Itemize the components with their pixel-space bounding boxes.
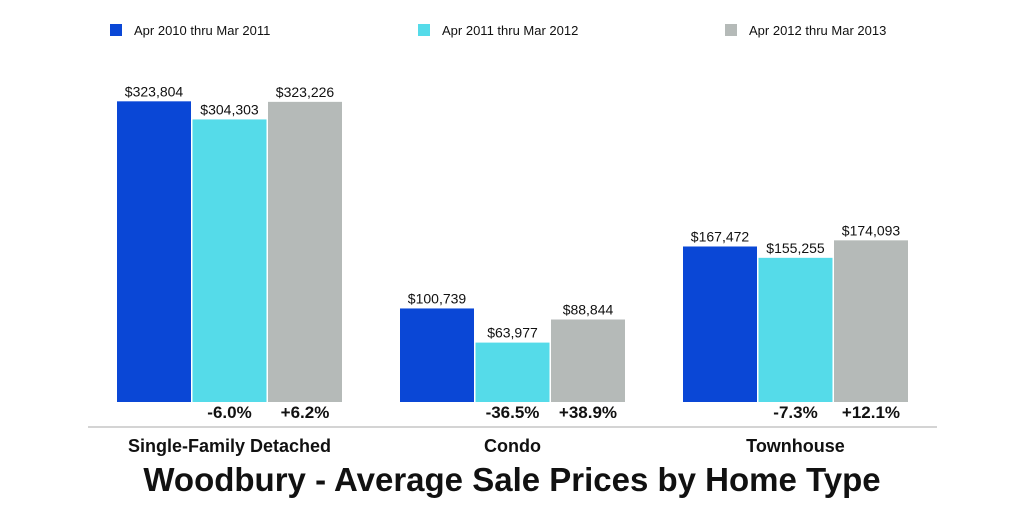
percent-change-label: +12.1% bbox=[842, 403, 900, 422]
data-label: $323,804 bbox=[125, 83, 184, 99]
category-label: Single-Family Detached bbox=[128, 436, 331, 456]
percent-change-label: -7.3% bbox=[773, 403, 817, 422]
legend-label: Apr 2012 thru Mar 2013 bbox=[749, 23, 886, 38]
data-label: $167,472 bbox=[691, 228, 750, 244]
percent-change-label: +6.2% bbox=[281, 403, 330, 422]
data-label: $155,255 bbox=[766, 240, 825, 256]
legend-swatch bbox=[725, 24, 737, 36]
data-label: $100,739 bbox=[408, 290, 467, 306]
legend-label: Apr 2011 thru Mar 2012 bbox=[442, 23, 578, 38]
bar bbox=[117, 101, 191, 402]
category-label: Condo bbox=[484, 436, 541, 456]
bar bbox=[400, 308, 474, 402]
legend-swatch bbox=[110, 24, 122, 36]
legend-label: Apr 2010 thru Mar 2011 bbox=[134, 23, 270, 38]
bar bbox=[192, 119, 267, 403]
percent-change-label: +38.9% bbox=[559, 403, 617, 422]
data-label: $323,226 bbox=[276, 84, 335, 100]
legend-swatch bbox=[418, 24, 430, 36]
percent-change-label: -6.0% bbox=[207, 403, 251, 422]
data-label: $304,303 bbox=[200, 101, 259, 117]
bar bbox=[268, 101, 342, 402]
bar bbox=[758, 257, 833, 402]
data-label: $63,977 bbox=[487, 325, 538, 341]
bar bbox=[551, 319, 625, 402]
chart-title: Woodbury - Average Sale Prices by Home T… bbox=[143, 461, 880, 498]
percent-change-label: -36.5% bbox=[486, 403, 540, 422]
data-label: $88,844 bbox=[563, 302, 614, 318]
bar bbox=[475, 342, 550, 402]
bar bbox=[683, 246, 757, 402]
data-label: $174,093 bbox=[842, 222, 901, 238]
bar bbox=[834, 240, 908, 402]
category-label: Townhouse bbox=[746, 436, 845, 456]
